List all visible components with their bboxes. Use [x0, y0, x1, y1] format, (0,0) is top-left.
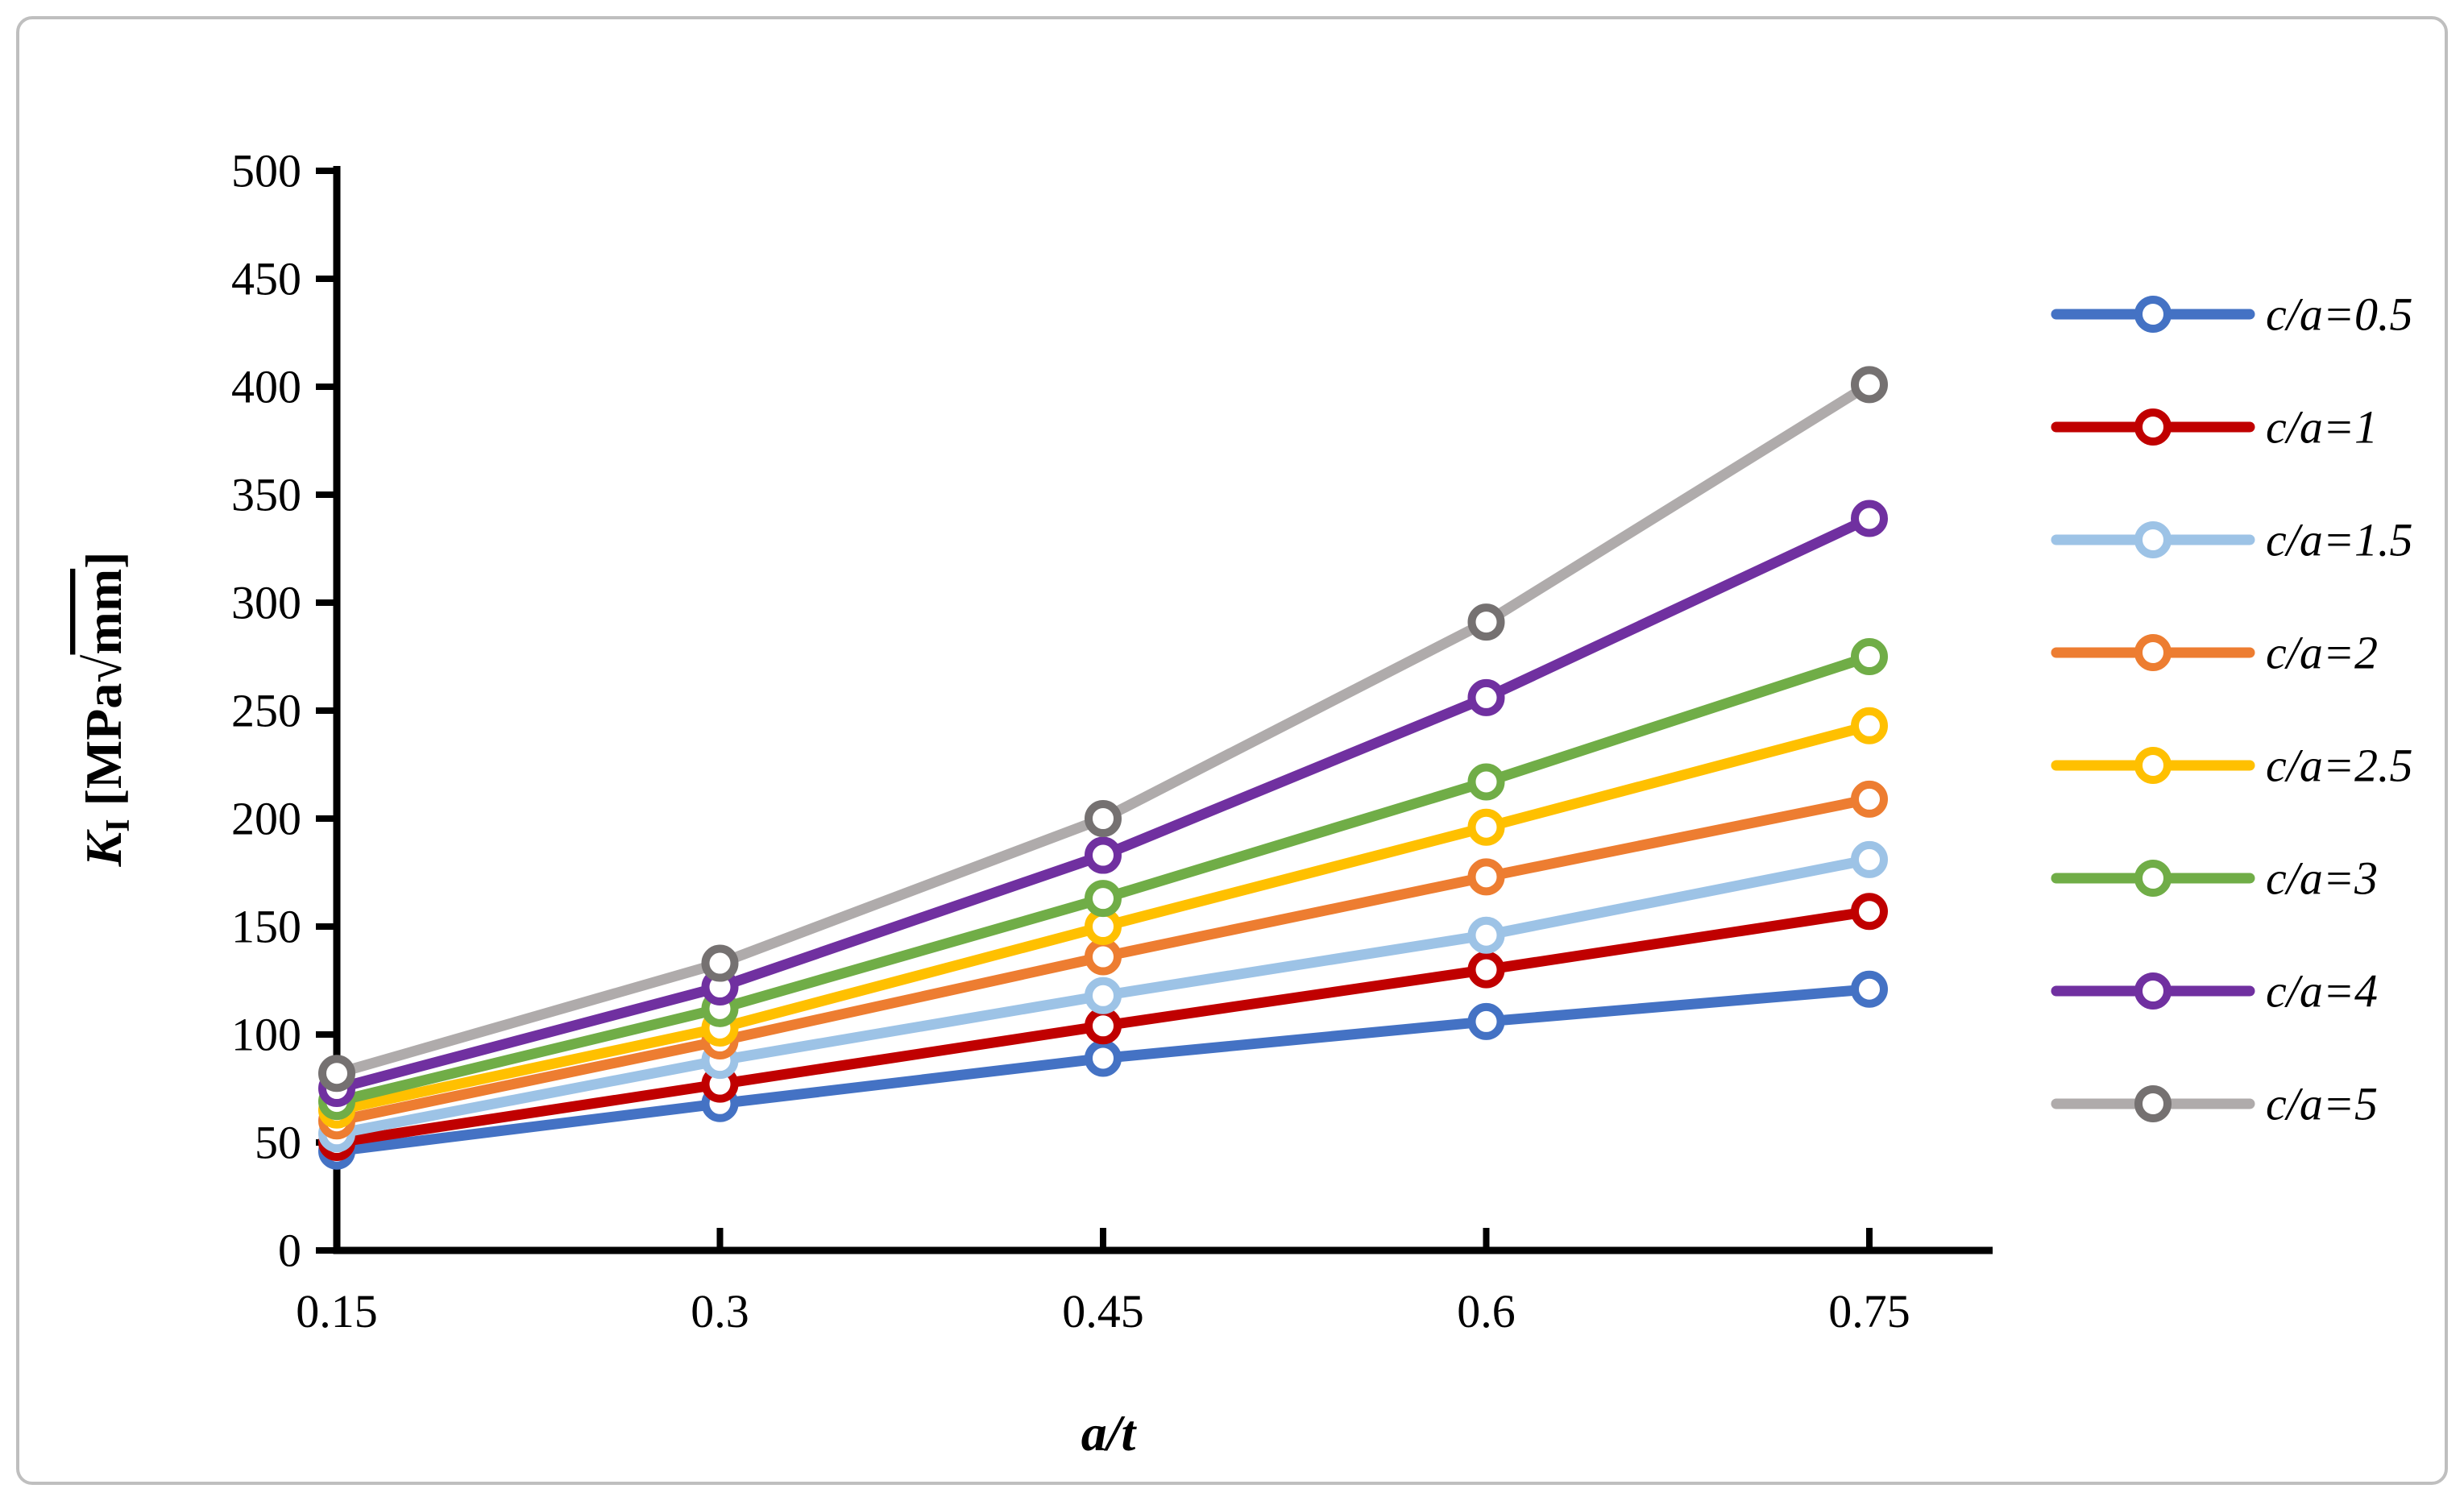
data-point-marker — [1467, 603, 1505, 641]
legend-marker — [2134, 296, 2172, 333]
legend-marker — [2134, 747, 2172, 784]
data-point-marker — [1085, 800, 1122, 837]
x-tick-label: 0.3 — [691, 1285, 749, 1337]
data-point-marker — [1851, 707, 1888, 744]
data-point-marker — [1851, 500, 1888, 537]
data-point-marker — [1085, 880, 1122, 918]
series-c-a-5 — [318, 366, 1888, 1093]
data-point-marker — [318, 1055, 355, 1093]
y-axis: 0 50 100 150 200 250 300 350 400 450 500 — [231, 145, 337, 1277]
y-tick-label: 150 — [231, 901, 301, 953]
y-tick-label: 300 — [231, 577, 301, 629]
y-tick-label: 500 — [231, 145, 301, 197]
legend-item: c/a=5 — [2051, 1078, 2378, 1130]
data-point-marker — [1467, 678, 1505, 716]
legend-marker — [2134, 408, 2172, 446]
series-c-a-1.5 — [318, 840, 1888, 1153]
x-tick-label: 0.6 — [1457, 1285, 1516, 1337]
legend-label: c/a=2 — [2266, 627, 2378, 679]
legend-item: c/a=4 — [2051, 965, 2378, 1018]
legend-item: c/a=1 — [2051, 401, 2378, 454]
legend-label: c/a=2.5 — [2266, 740, 2413, 792]
x-axis-title: a/t — [1081, 1404, 1138, 1462]
data-point-marker — [1467, 808, 1505, 846]
data-point-marker — [1851, 780, 1888, 818]
y-tick-label: 50 — [255, 1117, 301, 1169]
y-tick-label: 350 — [231, 469, 301, 521]
legend-item: c/a=0.5 — [2051, 288, 2413, 341]
data-point-marker — [1467, 916, 1505, 954]
legend-label: c/a=3 — [2266, 852, 2378, 905]
legend-marker — [2134, 1085, 2172, 1122]
y-tick-label: 250 — [231, 685, 301, 737]
legend-marker — [2134, 972, 2172, 1010]
data-point-marker — [1085, 1007, 1122, 1045]
legend-label: c/a=0.5 — [2266, 288, 2413, 341]
x-tick-label: 0.45 — [1062, 1285, 1144, 1337]
x-tick-label: 0.15 — [296, 1285, 378, 1337]
y-axis-title: KI [MPa√mm] — [75, 552, 137, 868]
data-point-marker — [1467, 763, 1505, 801]
data-point-marker — [1085, 938, 1122, 976]
data-point-marker — [1851, 893, 1888, 931]
legend-item: c/a=2.5 — [2051, 740, 2413, 792]
data-point-marker — [701, 944, 739, 982]
legend: c/a=0.5 c/a=1 c/a=1.5 c/a=2 c/a=2.5 c/a=3 c/a=… — [2051, 288, 2413, 1130]
legend-marker — [2134, 634, 2172, 671]
legend-label: c/a=5 — [2266, 1078, 2378, 1130]
x-tick-label: 0.75 — [1828, 1285, 1910, 1337]
series-group — [318, 366, 1888, 1170]
data-point-marker — [1851, 366, 1888, 404]
data-point-marker — [1851, 638, 1888, 675]
data-point-marker — [1085, 1039, 1122, 1077]
y-tick-label: 450 — [231, 253, 301, 305]
legend-marker — [2134, 860, 2172, 897]
x-axis: 0.15 0.3 0.45 0.6 0.75 — [296, 1228, 1910, 1337]
figure-border — [16, 16, 2448, 1485]
data-point-marker — [1851, 840, 1888, 878]
data-point-marker — [1085, 976, 1122, 1014]
y-tick-label: 0 — [278, 1225, 301, 1277]
y-tick-label: 100 — [231, 1009, 301, 1061]
data-point-marker — [1467, 1002, 1505, 1040]
legend-label: c/a=4 — [2266, 965, 2378, 1018]
y-tick-label: 400 — [231, 361, 301, 413]
legend-label: c/a=1.5 — [2266, 514, 2413, 566]
y-tick-label: 200 — [231, 793, 301, 845]
legend-label: c/a=1 — [2266, 401, 2378, 454]
data-point-marker — [1467, 951, 1505, 989]
data-point-marker — [1085, 836, 1122, 874]
data-point-marker — [1851, 970, 1888, 1008]
legend-marker — [2134, 521, 2172, 558]
legend-item: c/a=1.5 — [2051, 514, 2413, 566]
series-c-a-2.5 — [318, 707, 1888, 1129]
legend-item: c/a=3 — [2051, 852, 2378, 905]
data-point-marker — [1467, 858, 1505, 896]
legend-item: c/a=2 — [2051, 627, 2378, 679]
